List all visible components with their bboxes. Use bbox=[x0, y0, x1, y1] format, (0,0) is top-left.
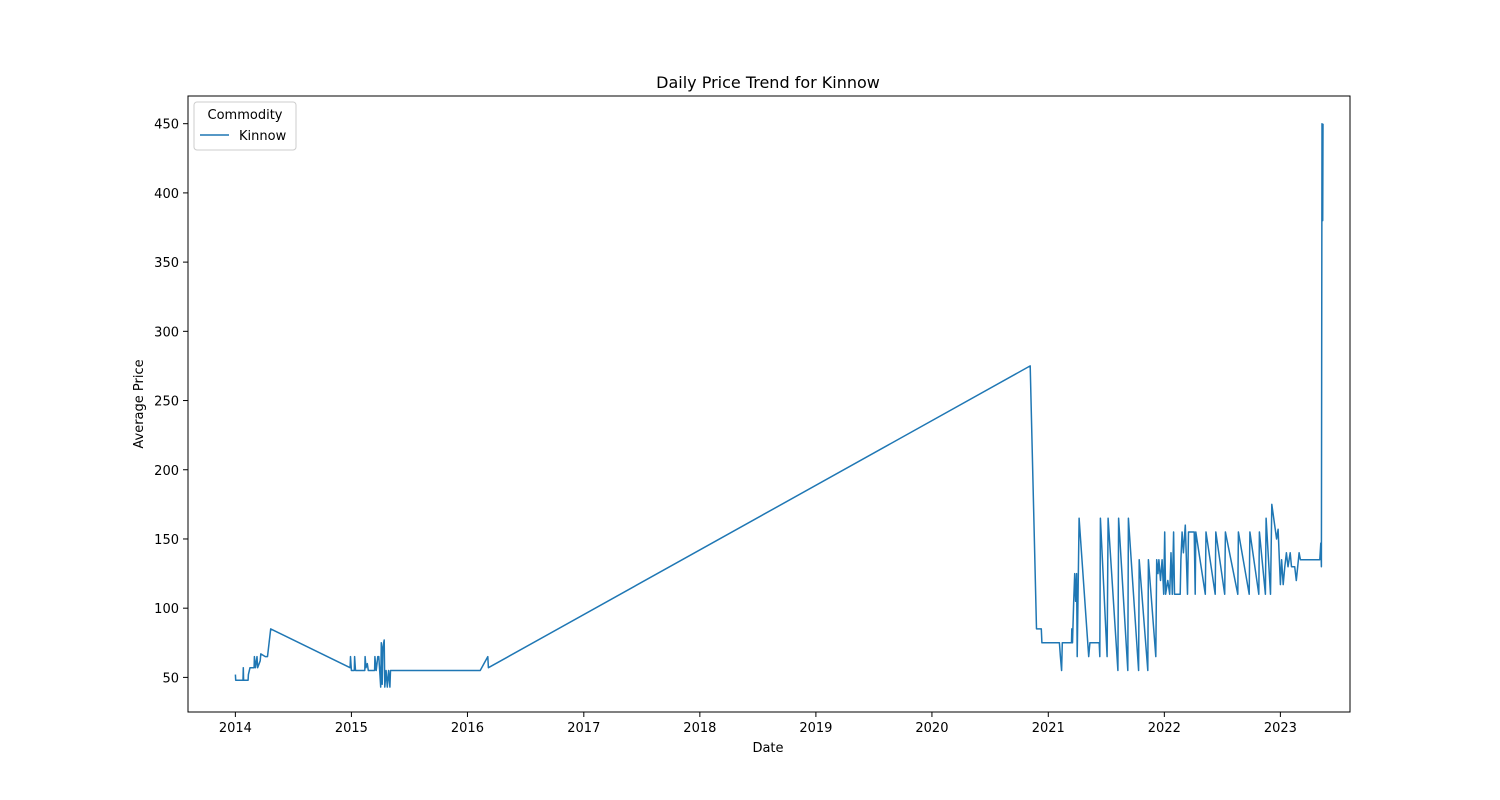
x-axis: 2014 2015 2016 2017 2018 2019 2020 2021 2022 2023 bbox=[219, 712, 1297, 736]
axes-frame bbox=[187, 95, 1351, 713]
legend-title: Commodity bbox=[208, 108, 283, 123]
y-tick-label: 450 bbox=[154, 118, 179, 133]
y-tick-label: 200 bbox=[154, 464, 179, 479]
x-tick-label: 2017 bbox=[567, 721, 600, 736]
x-tick-label: 2019 bbox=[799, 721, 832, 736]
x-tick-label: 2023 bbox=[1264, 721, 1297, 736]
y-tick-label: 100 bbox=[154, 602, 179, 617]
y-tick-label: 250 bbox=[154, 395, 179, 410]
legend-box bbox=[193, 101, 297, 151]
y-tick-label: 50 bbox=[162, 671, 179, 686]
chart-title: Daily Price Trend for Kinnow bbox=[656, 73, 880, 92]
y-axis-label: Average Price bbox=[132, 359, 147, 448]
x-tick-label: 2016 bbox=[451, 721, 484, 736]
x-tick-label: 2015 bbox=[335, 721, 368, 736]
y-tick-label: 150 bbox=[154, 533, 179, 548]
legend-entry-kinnow: Kinnow bbox=[239, 129, 287, 144]
y-tick-label: 300 bbox=[154, 325, 179, 340]
y-tick-label: 400 bbox=[154, 187, 179, 202]
x-tick-label: 2022 bbox=[1148, 721, 1181, 736]
x-axis-label: Date bbox=[752, 741, 783, 756]
x-tick-label: 2020 bbox=[915, 721, 948, 736]
y-axis: 50 100 150 200 250 300 350 400 450 bbox=[154, 118, 188, 686]
legend: Commodity Kinnow bbox=[193, 101, 297, 151]
plot-area: 2014 2015 2016 2017 2018 2019 2020 2021 2022 2023… bbox=[154, 95, 1351, 736]
x-tick-label: 2014 bbox=[219, 721, 252, 736]
y-tick-label: 350 bbox=[154, 256, 179, 271]
series-line-kinnow bbox=[234, 122, 1324, 688]
x-tick-label: 2018 bbox=[683, 721, 716, 736]
x-tick-label: 2021 bbox=[1032, 721, 1065, 736]
